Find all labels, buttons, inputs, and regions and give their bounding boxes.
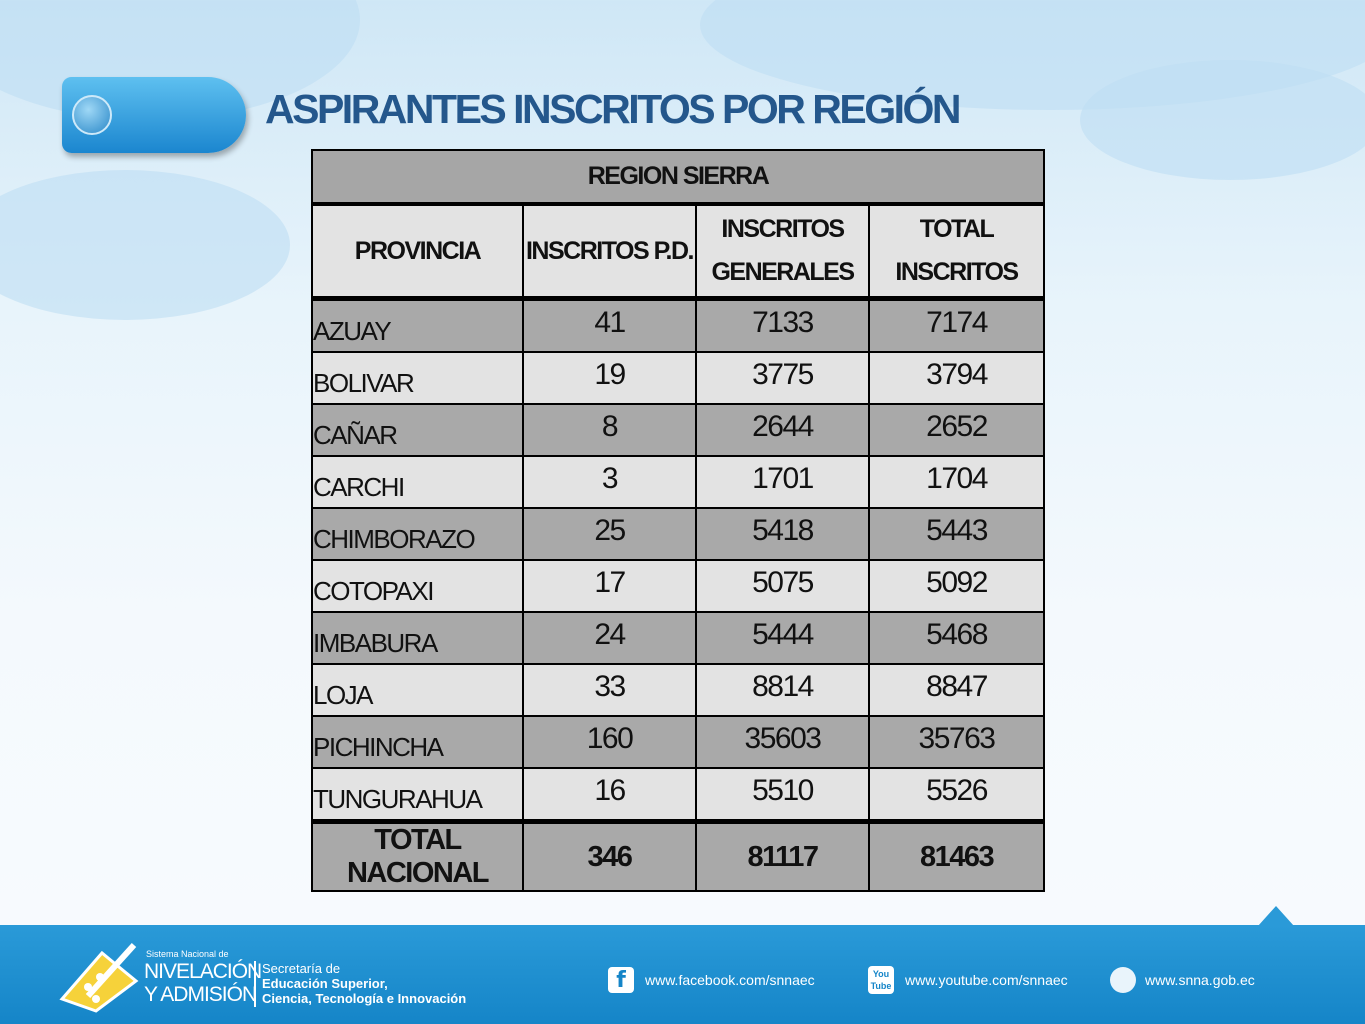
value-cell: 5092 <box>867 559 1046 613</box>
province-cell: PICHINCHA <box>311 715 524 769</box>
total-cell: 81463 <box>867 819 1046 892</box>
value-cell: 17 <box>522 559 697 613</box>
total-cell: 81117 <box>695 819 870 892</box>
divider <box>254 961 256 1007</box>
table-row: CAÑAR 8 2644 2652 <box>311 403 1046 457</box>
youtube-link[interactable]: www.youtube.com/snnaec <box>905 972 1068 988</box>
facebook-link[interactable]: www.facebook.com/snnaec <box>645 972 815 988</box>
value-cell: 5418 <box>695 507 870 561</box>
header-row: PROVINCIA INSCRITOS P.D. INSCRITOS GENERAL… <box>311 203 1046 301</box>
value-cell: 8 <box>522 403 697 457</box>
logo-text: Y ADMISIÓN <box>144 983 257 1006</box>
value-cell: 24 <box>522 611 697 665</box>
value-cell: 35763 <box>867 715 1046 769</box>
province-cell: CARCHI <box>311 455 524 509</box>
province-cell: BOLIVAR <box>311 351 524 405</box>
logo-text: NIVELACIÓN <box>144 960 262 983</box>
table-row: TUNGURAHUA 16 5510 5526 <box>311 767 1046 823</box>
value-cell: 2652 <box>867 403 1046 457</box>
background-cloud <box>0 170 290 320</box>
province-cell: IMBABURA <box>311 611 524 665</box>
table-row: COTOPAXI 17 5075 5092 <box>311 559 1046 613</box>
caption-row: REGION SIERRA <box>310 149 1046 206</box>
value-cell: 5526 <box>867 767 1046 823</box>
column-header: INSCRITOS P.D. <box>522 203 697 301</box>
background-cloud <box>1080 60 1365 180</box>
icon-text: Tube <box>870 981 892 991</box>
footer: Sistema Nacional de NIVELACIÓN Y ADMISIÓ… <box>0 925 1365 1024</box>
web-link[interactable]: www.snna.gob.ec <box>1145 972 1255 988</box>
table-row: AZUAY 41 7133 7174 <box>311 297 1046 353</box>
value-cell: 8814 <box>695 663 870 717</box>
facebook-icon: f <box>608 967 634 993</box>
table-row: LOJA 33 8814 8847 <box>311 663 1046 717</box>
web-icon <box>1110 967 1136 993</box>
value-cell: 5510 <box>695 767 870 823</box>
value-cell: 7133 <box>695 297 870 353</box>
value-cell: 1704 <box>867 455 1046 509</box>
value-cell: 7174 <box>867 297 1046 353</box>
icon-text: You <box>872 969 890 979</box>
value-cell: 19 <box>522 351 697 405</box>
footer-notch <box>1258 906 1294 926</box>
value-cell: 3 <box>522 455 697 509</box>
province-cell: TUNGURAHUA <box>311 767 524 823</box>
province-cell: AZUAY <box>311 297 524 353</box>
youtube-icon: You Tube <box>868 966 894 994</box>
value-cell: 5075 <box>695 559 870 613</box>
province-cell: CHIMBORAZO <box>311 507 524 561</box>
province-cell: COTOPAXI <box>311 559 524 613</box>
value-cell: 5444 <box>695 611 870 665</box>
slide-title: ASPIRANTES INSCRITOS POR REGIÓN <box>265 86 962 132</box>
value-cell: 160 <box>522 715 697 769</box>
data-table: REGION SIERRA PROVINCIA INSCRITOS P.D. INS… <box>310 149 1046 892</box>
value-cell: 3794 <box>867 351 1046 405</box>
secretaria-text: Secretaría de <box>262 961 341 976</box>
total-label: TOTAL NACIONAL <box>311 819 524 892</box>
column-header: PROVINCIA <box>311 203 524 301</box>
arrow-button <box>72 95 112 135</box>
province-cell: CAÑAR <box>311 403 524 457</box>
value-cell: 33 <box>522 663 697 717</box>
province-cell: LOJA <box>311 663 524 717</box>
secretaria-text: Educación Superior, <box>262 976 388 991</box>
value-cell: 41 <box>522 297 697 353</box>
value-cell: 5443 <box>867 507 1046 561</box>
table-row: IMBABURA 24 5444 5468 <box>311 611 1046 665</box>
value-cell: 25 <box>522 507 697 561</box>
value-cell: 35603 <box>695 715 870 769</box>
value-cell: 5468 <box>867 611 1046 665</box>
section-tab <box>62 77 246 153</box>
value-cell: 8847 <box>867 663 1046 717</box>
total-cell: 346 <box>522 819 697 892</box>
table-row: BOLIVAR 19 3775 3794 <box>311 351 1046 405</box>
logo-caption: Sistema Nacional de <box>146 949 229 959</box>
table-caption: REGION SIERRA <box>310 149 1046 206</box>
column-header: TOTAL INSCRITOS <box>867 203 1046 301</box>
value-cell: 2644 <box>695 403 870 457</box>
value-cell: 16 <box>522 767 697 823</box>
table-row: CHIMBORAZO 25 5418 5443 <box>311 507 1046 561</box>
value-cell: 1701 <box>695 455 870 509</box>
logo-icon <box>59 942 139 1013</box>
total-row: TOTAL NACIONAL 346 81117 81463 <box>311 819 1046 892</box>
table-row: CARCHI 3 1701 1704 <box>311 455 1046 509</box>
value-cell: 3775 <box>695 351 870 405</box>
column-header: INSCRITOS GENERALES <box>695 203 870 301</box>
secretaria-text: Ciencia, Tecnología e Innovación <box>262 991 467 1006</box>
table-row: PICHINCHA 160 35603 35763 <box>311 715 1046 769</box>
